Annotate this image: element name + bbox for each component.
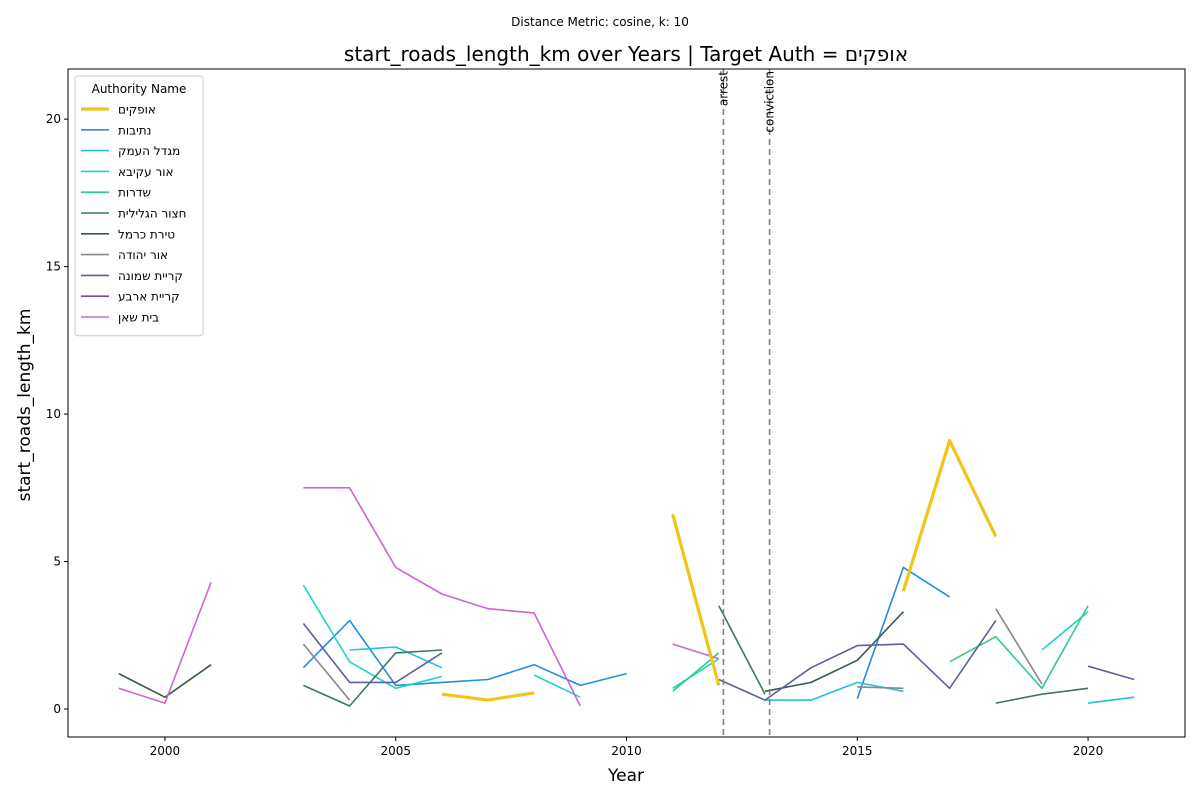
series-line	[949, 605, 1089, 690]
series-line	[302, 584, 443, 690]
series-line	[1087, 665, 1135, 681]
legend-entry: שדרות	[118, 186, 151, 200]
legend-entry: מגדל העמק	[118, 144, 180, 158]
x-tick-label: 2000	[150, 744, 181, 758]
series-line	[857, 686, 904, 690]
series-line	[533, 674, 581, 698]
y-tick-label: 5	[53, 555, 61, 569]
legend-entry: אור יהודה	[118, 248, 168, 262]
legend: Authority Name אופקים נתיבות מגדל העמק אור ע…	[74, 75, 204, 337]
series-line	[349, 646, 443, 669]
x-tick-label: 2020	[1073, 744, 1104, 758]
legend-entry: אופקים	[118, 103, 156, 117]
series-line	[671, 513, 721, 686]
legend-entry: טירת כרמל	[118, 227, 175, 241]
legend-entry: חצור הגלילית	[118, 207, 187, 221]
x-tick-label: 2005	[380, 744, 411, 758]
event-label: conviction	[763, 71, 777, 133]
series-line	[441, 691, 535, 702]
chart-title: start_roads_length_km over Years | Targe…	[344, 42, 908, 66]
series-line	[303, 486, 582, 707]
plot-area: arrest conviction	[118, 69, 1135, 737]
series-line	[718, 620, 997, 701]
y-tick-label: 10	[46, 407, 61, 421]
legend-title: Authority Name	[92, 82, 187, 96]
y-axis-label: start_roads_length_km	[15, 309, 35, 502]
series-line	[302, 619, 627, 687]
legend-entry: אור עקיבא	[118, 165, 174, 179]
legend-entry: בית שאן	[118, 311, 159, 325]
event-label: arrest	[716, 71, 730, 106]
series-line	[901, 439, 998, 592]
plot-frame	[67, 68, 1186, 738]
series-line	[118, 664, 212, 699]
chart-suptitle: Distance Metric: cosine, k: 10	[511, 15, 689, 29]
y-tick-label: 15	[46, 260, 61, 274]
legend-entry: קריית שמונה	[118, 269, 183, 283]
series-line	[718, 605, 766, 695]
series-line	[672, 658, 720, 689]
series-line	[856, 566, 951, 699]
series-line	[1087, 696, 1135, 704]
series-line	[995, 687, 1089, 704]
y-tick-label: 20	[46, 112, 61, 126]
legend-entry: קריית ארבע	[118, 290, 180, 304]
series-line	[302, 623, 443, 684]
x-tick-label: 2015	[842, 744, 873, 758]
x-axis-label: Year	[607, 766, 644, 786]
series-line	[303, 649, 442, 707]
legend-box	[74, 75, 204, 337]
x-tick-label: 2010	[611, 744, 642, 758]
series-line	[995, 608, 1043, 685]
series-line	[764, 611, 904, 693]
series-line	[302, 643, 351, 701]
series-line	[118, 581, 212, 704]
legend-entry: נתיבות	[118, 123, 151, 137]
y-tick-label: 0	[53, 702, 61, 716]
